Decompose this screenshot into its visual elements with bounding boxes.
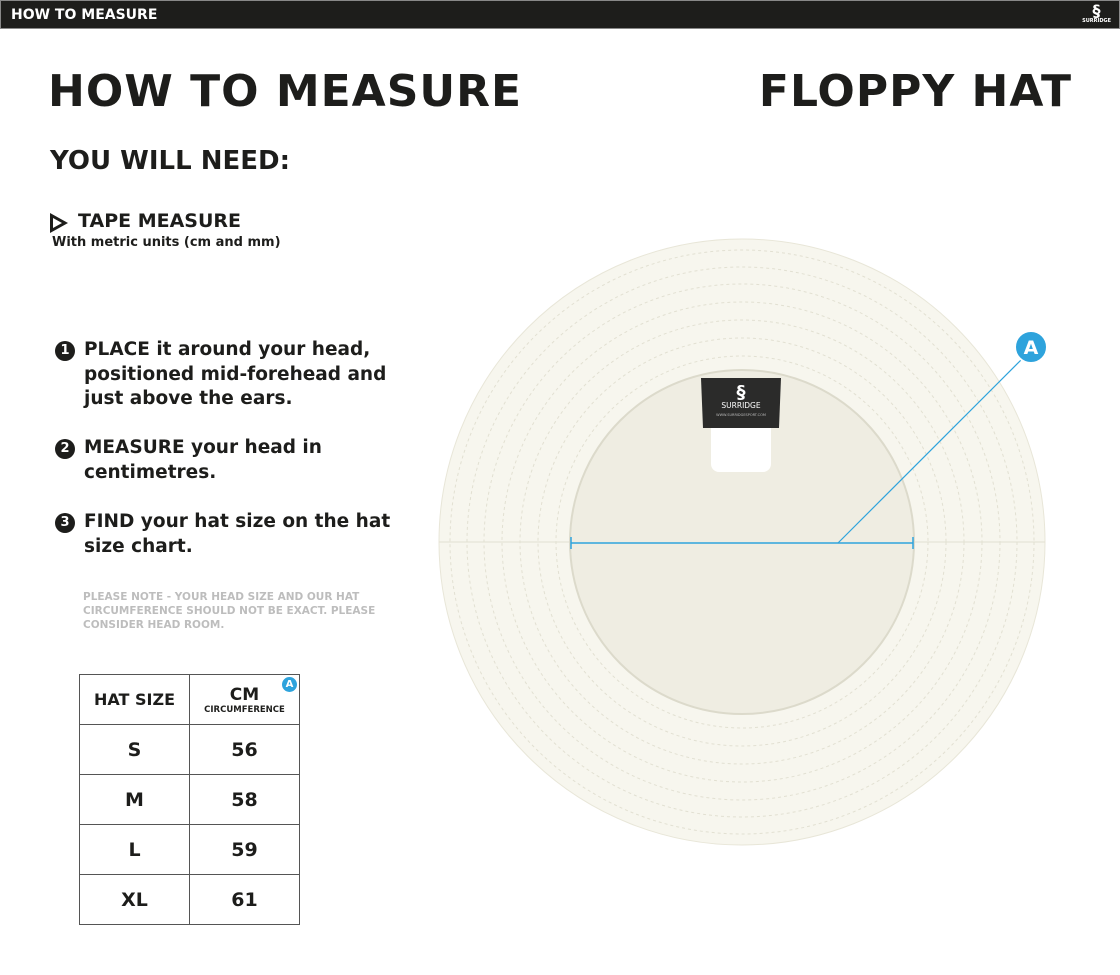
marker-a-icon [1014,330,1048,364]
size-chart: HAT SIZE CM CIRCUMFERENCE A S 56 M 58 L 59 XL… [79,674,300,925]
svg-text:A: A [1024,337,1039,359]
header-cm: CM CIRCUMFERENCE A [189,674,300,725]
tape-sub: With metric units (cm and mm) [52,235,281,250]
table-row: XL 61 [79,874,300,925]
svg-text:§: § [737,382,746,403]
step-text: PLACE it around your head, positioned mi… [84,339,387,409]
hat-label [701,378,781,428]
table-row: S 56 [79,724,300,775]
step-3: 3 FIND your hat size on the hat size char… [55,510,405,559]
table-row: L 59 [79,824,300,875]
tape-measure-item: TAPE MEASURE With metric units (cm and m… [50,210,281,250]
svg-text:WWW.SURRIDGESPORT.COM: WWW.SURRIDGESPORT.COM [716,413,766,417]
step-text: MEASURE your head in centimetres. [84,437,322,483]
product-title: FLOPPY HAT [758,66,1072,117]
header-hat-size: HAT SIZE [79,674,190,725]
step-1: 1 PLACE it around your head, positioned m… [55,338,405,412]
step-number-icon: 1 [55,341,75,361]
step-text: FIND your hat size on the hat size chart… [84,511,391,557]
top-bar-title: HOW TO MEASURE [11,7,158,23]
step-number-icon: 2 [55,439,75,459]
play-triangle-icon [50,213,68,233]
step-number-icon: 3 [55,513,75,533]
svg-text:SURRIDGE: SURRIDGE [721,401,760,410]
marker-a-icon: A [282,677,297,692]
tape-label: TAPE MEASURE [78,210,242,232]
surridge-logo: § SURRIDGE [1082,1,1111,24]
you-will-need-heading: YOU WILL NEED: [50,146,290,176]
top-bar: HOW TO MEASURE § SURRIDGE [0,0,1120,29]
table-row: M 58 [79,774,300,825]
page-title: HOW TO MEASURE [48,66,523,117]
step-2: 2 MEASURE your head in centimetres. [55,436,405,485]
note: PLEASE NOTE - YOUR HEAD SIZE AND OUR HAT… [83,591,376,631]
